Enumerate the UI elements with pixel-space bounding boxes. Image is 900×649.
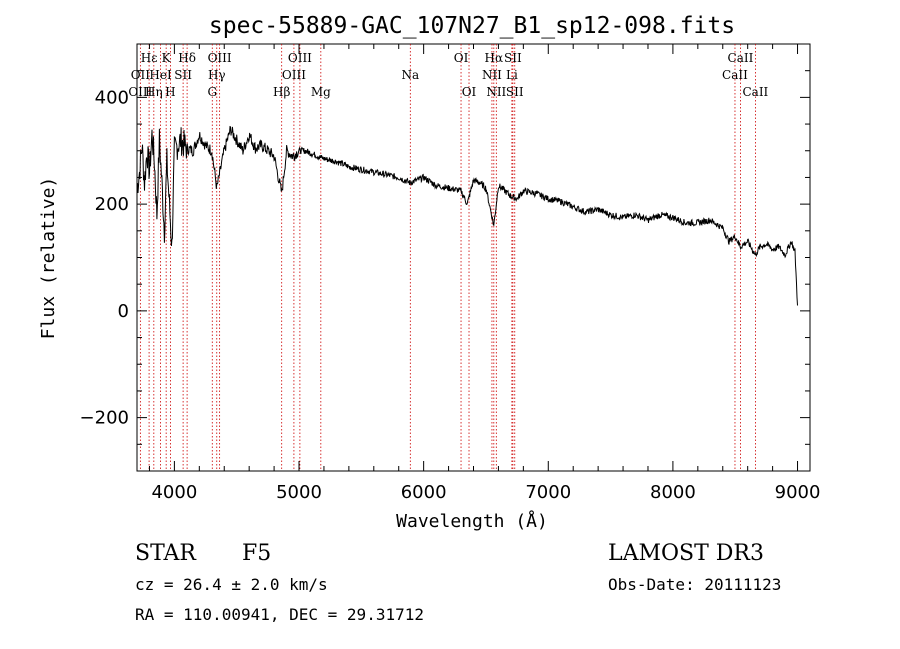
line-marker-label: Hγ [208,68,226,82]
line-marker-label: CaII [722,68,748,82]
line-marker-label: K [162,51,172,65]
line-marker-label: Hη [145,85,163,99]
obs-date: Obs-Date: 20111123 [608,575,781,594]
line-marker-label: Hδ [178,51,196,65]
redshift-cz: cz = 26.4 ± 2.0 km/s [135,575,328,594]
x-tick-label: 9000 [775,482,821,503]
line-marker-label: SII [504,51,522,65]
line-marker-label: Na [401,68,419,82]
x-tick-label: 8000 [650,482,696,503]
emission-line-markers [139,44,756,471]
line-marker-label: OII [131,68,151,82]
x-axis: 4000 5000 6000 7000 8000 9000 [148,44,821,503]
flux-series-line [136,125,798,306]
ra-dec: RA = 110.00941, DEC = 29.31712 [135,605,424,624]
line-marker-label: OIII [128,85,152,99]
x-tick-label: 4000 [151,482,197,503]
line-marker-label: CaII [742,85,768,99]
line-marker-label: NII [486,85,506,99]
x-tick-label: 5000 [276,482,322,503]
line-marker-label: NII [482,68,502,82]
line-marker-label: Mg [311,85,331,99]
line-marker-label: Li [506,68,518,82]
chart-title: spec-55889-GAC_107N27_B1_sp12-098.fits [209,13,735,39]
plot-frame [136,43,811,472]
y-tick-label: 200 [95,194,129,215]
x-tick-label: 6000 [401,482,447,503]
line-marker-label: OI [462,85,477,99]
line-marker-label: G [207,85,217,99]
line-marker-label: H [165,85,175,99]
line-marker-label: SII [174,68,192,82]
line-marker-label: OIII [288,51,312,65]
survey-name: LAMOST DR3 [608,541,764,566]
y-axis-label: Flux (relative) [38,177,59,340]
line-marker-label: HeI [149,68,172,82]
y-axis: −200 0 200 400 [80,43,810,445]
line-marker-label: Hε [141,51,158,65]
x-axis-label: Wavelength (Å) [396,510,548,532]
line-marker-label: CaII [728,51,754,65]
line-marker-label: OIII [282,68,306,82]
object-class: STAR [135,541,197,566]
line-marker-label: OI [454,51,469,65]
y-tick-label: −200 [80,408,129,429]
y-tick-label: 0 [118,301,129,322]
line-marker-label: Hβ [273,85,290,99]
y-tick-label: 400 [95,87,129,108]
object-subclass: F5 [242,541,271,566]
line-marker-label: OIII [208,51,232,65]
line-marker-label: SII [506,85,524,99]
line-marker-label: Hα [485,51,504,65]
x-tick-label: 7000 [525,482,571,503]
